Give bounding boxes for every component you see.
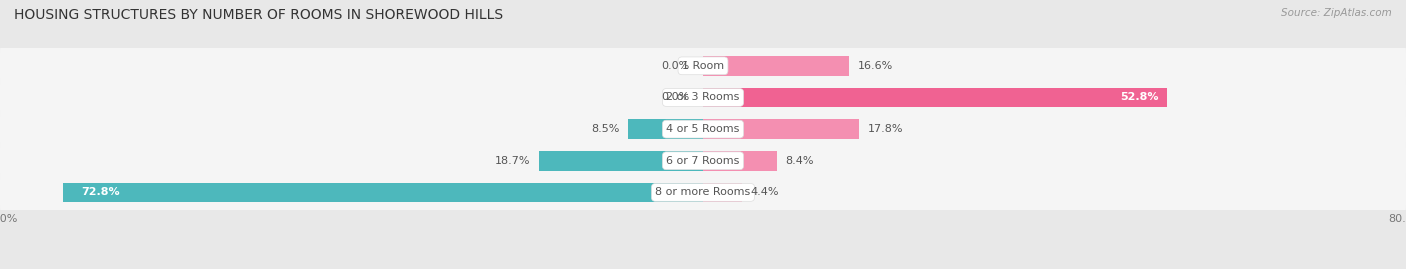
Text: 0.0%: 0.0% — [662, 61, 690, 71]
Bar — [703, 119, 859, 139]
Text: 2 or 3 Rooms: 2 or 3 Rooms — [666, 93, 740, 102]
FancyBboxPatch shape — [0, 164, 1406, 221]
Text: 0.0%: 0.0% — [662, 93, 690, 102]
Text: 8 or more Rooms: 8 or more Rooms — [655, 187, 751, 197]
Bar — [63, 183, 703, 202]
Bar — [538, 151, 703, 171]
Text: 52.8%: 52.8% — [1119, 93, 1159, 102]
Text: 17.8%: 17.8% — [869, 124, 904, 134]
Text: 18.7%: 18.7% — [495, 156, 530, 166]
Text: 4.4%: 4.4% — [751, 187, 779, 197]
FancyBboxPatch shape — [0, 69, 1406, 126]
Bar — [703, 183, 742, 202]
Text: 72.8%: 72.8% — [82, 187, 120, 197]
Bar — [703, 56, 849, 76]
Text: HOUSING STRUCTURES BY NUMBER OF ROOMS IN SHOREWOOD HILLS: HOUSING STRUCTURES BY NUMBER OF ROOMS IN… — [14, 8, 503, 22]
FancyBboxPatch shape — [0, 133, 1406, 189]
FancyBboxPatch shape — [0, 101, 1406, 157]
Bar — [628, 119, 703, 139]
Bar — [703, 151, 778, 171]
Text: 1 Room: 1 Room — [682, 61, 724, 71]
Text: 8.5%: 8.5% — [591, 124, 620, 134]
Text: 4 or 5 Rooms: 4 or 5 Rooms — [666, 124, 740, 134]
FancyBboxPatch shape — [0, 38, 1406, 94]
Text: Source: ZipAtlas.com: Source: ZipAtlas.com — [1281, 8, 1392, 18]
Bar — [703, 88, 1167, 107]
Text: 6 or 7 Rooms: 6 or 7 Rooms — [666, 156, 740, 166]
Text: 8.4%: 8.4% — [786, 156, 814, 166]
Text: 16.6%: 16.6% — [858, 61, 893, 71]
